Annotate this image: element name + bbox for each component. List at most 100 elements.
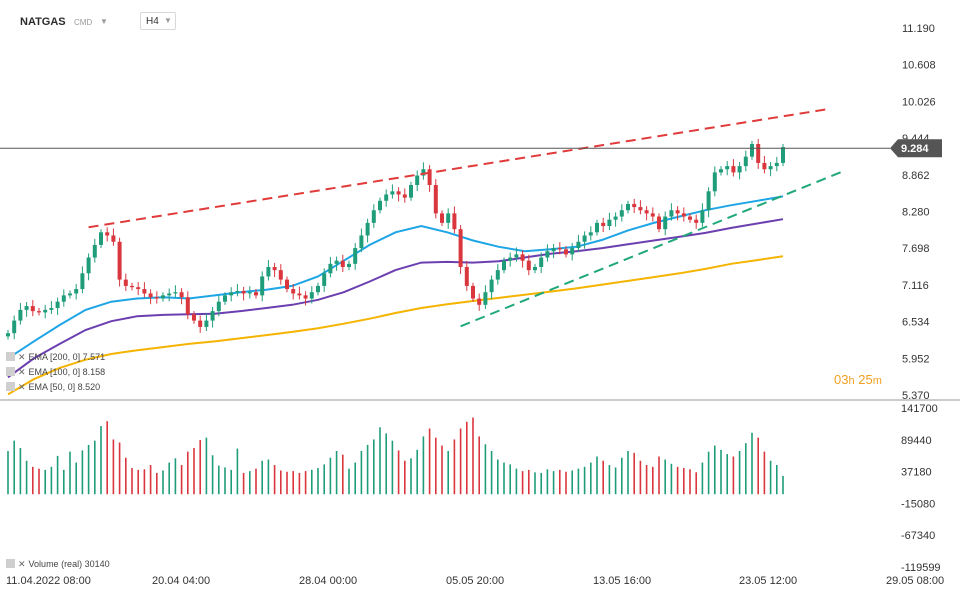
candle	[185, 291, 190, 320]
candle	[316, 282, 320, 296]
candle	[576, 234, 581, 253]
close-icon[interactable]: ✕	[18, 559, 26, 569]
candle-body	[235, 290, 240, 293]
price-tick-label: 5.370	[902, 390, 930, 402]
candle	[55, 297, 60, 315]
candle	[737, 161, 742, 180]
volume-bar	[497, 459, 499, 495]
candle-body	[644, 210, 649, 214]
volume-bar	[373, 439, 375, 495]
candle-body	[415, 175, 420, 186]
symbol-dropdown-icon[interactable]: ▼	[100, 17, 108, 26]
volume-bar	[751, 432, 753, 495]
trendlines[interactable]	[88, 108, 846, 328]
candle-body	[409, 185, 413, 198]
volume-bar	[577, 468, 580, 495]
volume-bar	[391, 440, 394, 495]
volume-bar	[205, 437, 208, 495]
volume-bar	[199, 440, 201, 495]
legend-label: EMA [50, 0]	[28, 382, 76, 392]
close-icon[interactable]: ✕	[18, 352, 26, 362]
candle	[340, 254, 345, 273]
volume-bar	[664, 459, 666, 495]
candle-body	[123, 279, 128, 286]
candle-body	[768, 166, 773, 170]
volume-bar	[540, 472, 542, 495]
candle	[781, 144, 785, 167]
candle-body	[669, 210, 674, 217]
candle-body	[626, 203, 630, 211]
candle	[427, 165, 432, 192]
candle-body	[471, 285, 475, 299]
candle	[675, 206, 680, 221]
volume-bar	[397, 450, 400, 495]
timeframe-select[interactable]: H4 ▼	[140, 12, 176, 30]
candle-body	[533, 266, 537, 271]
candle-body	[756, 144, 761, 163]
candle-body	[136, 287, 141, 290]
volume-bar	[428, 428, 431, 495]
volume-bar	[87, 444, 90, 495]
volume-bar	[236, 448, 239, 495]
candle-body	[433, 185, 438, 214]
volume-bar	[422, 436, 425, 495]
settings-icon[interactable]	[6, 352, 15, 361]
volume-bar	[143, 469, 146, 495]
symbol-label[interactable]: NATGAS	[20, 16, 66, 28]
settings-icon[interactable]	[6, 559, 15, 568]
candle	[421, 162, 426, 180]
volume-bar	[63, 469, 65, 495]
candle-body	[731, 166, 736, 173]
legend-volume[interactable]: ✕ Volume (real) 30140	[6, 559, 110, 570]
candle	[607, 212, 612, 231]
volume-bar	[125, 457, 127, 495]
candle-body	[495, 270, 500, 280]
candle-body	[371, 210, 376, 223]
settings-icon[interactable]	[6, 382, 15, 391]
candle	[409, 181, 413, 201]
candle-body	[309, 292, 314, 299]
volume-bar	[645, 465, 648, 495]
volume-bar	[652, 466, 654, 495]
candle	[154, 291, 159, 304]
volume-bar	[472, 417, 474, 495]
candle	[192, 311, 196, 324]
candle-body	[43, 309, 48, 313]
candle	[415, 170, 420, 192]
close-icon[interactable]: ✕	[18, 382, 26, 392]
candle-body	[663, 216, 668, 230]
legend-ema-50[interactable]: ✕ EMA [50, 0] 8.520	[6, 382, 100, 393]
candle-body	[303, 295, 308, 299]
candle-body	[55, 301, 60, 308]
candle-body	[390, 191, 395, 195]
close-icon[interactable]: ✕	[18, 367, 26, 377]
volume-bar	[459, 428, 462, 495]
volume-bar	[7, 451, 9, 495]
candle-body	[508, 257, 513, 261]
last-price-line: 9.284	[0, 139, 942, 158]
instrument-type-label: CMD	[74, 18, 93, 27]
volume-bar	[695, 472, 697, 495]
candle-body	[161, 295, 165, 299]
candle-body	[595, 222, 599, 233]
volume-tick-label: -15080	[901, 498, 935, 510]
candle-body	[254, 292, 258, 296]
legend-ema-100[interactable]: ✕ EMA [100, 0] 8.158	[6, 367, 105, 378]
candle-body	[440, 213, 444, 223]
candle	[322, 268, 327, 292]
candle	[371, 204, 376, 228]
volume-bar	[218, 465, 220, 495]
volume-bar	[583, 466, 586, 495]
volume-bar	[714, 445, 716, 495]
candle-body	[694, 219, 699, 223]
candle	[731, 159, 736, 177]
candle-body	[421, 169, 426, 176]
candle-body	[576, 241, 581, 249]
candle-body	[539, 257, 544, 267]
legend-ema-200[interactable]: ✕ EMA [200, 0] 7.571	[6, 352, 105, 363]
candle	[613, 212, 618, 227]
price-tick-label: 8.280	[902, 207, 930, 219]
candle	[260, 271, 265, 302]
settings-icon[interactable]	[6, 367, 15, 376]
